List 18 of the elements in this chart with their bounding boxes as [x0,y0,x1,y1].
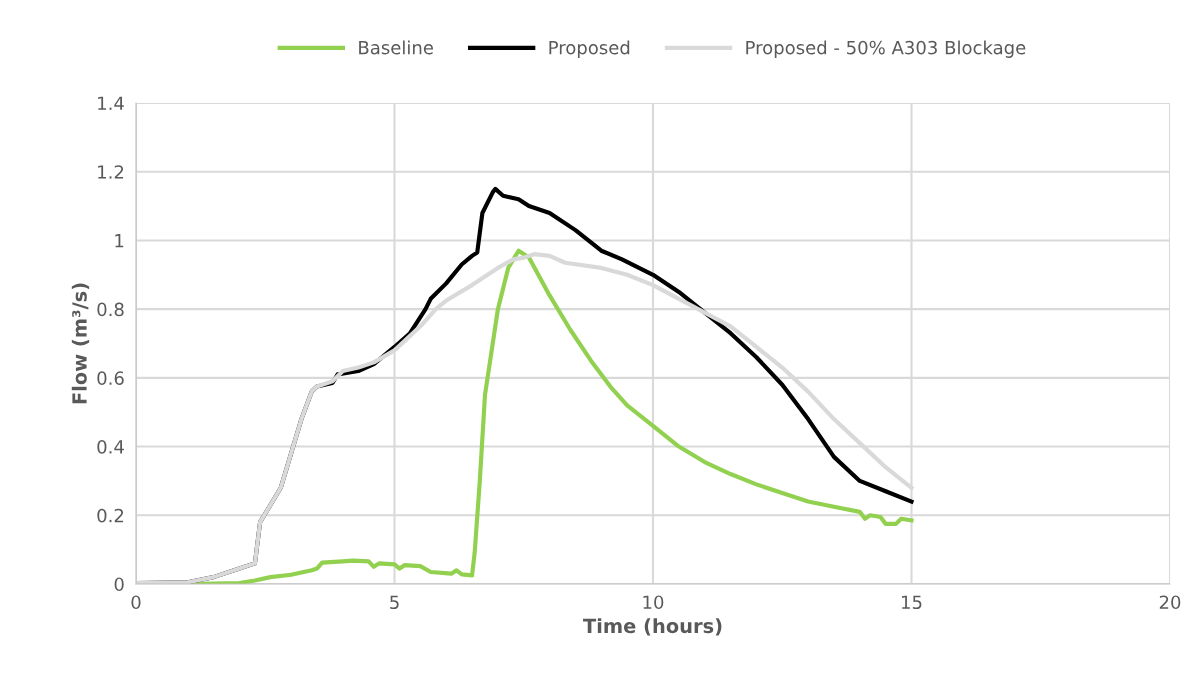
y-axis-title: Flow (m³/s) [71,283,90,404]
y-tick-label: 1 [115,234,124,248]
x-axis-title: Time (hours) [583,618,722,636]
legend-label: Proposed [549,40,630,58]
x-tick-label: 0 [131,595,141,610]
y-tick-label: 0.6 [97,371,124,385]
x-tick-label: 5 [390,595,399,610]
x-tick-label: 20 [1159,595,1181,610]
legend-label: Baseline [359,40,433,55]
y-tick-label: 0 [114,577,124,592]
y-tick-label: 0.2 [97,508,124,523]
y-tick-label: 0.4 [97,440,124,454]
y-tick-label: 1.4 [98,96,124,110]
x-tick-label: 15 [902,595,922,610]
x-tick-label: 10 [643,595,664,610]
legend-label: Proposed - 50% A303 Blockage [746,40,1026,58]
y-tick-label: 0.8 [97,302,124,317]
y-tick-label: 1.2 [98,165,124,179]
